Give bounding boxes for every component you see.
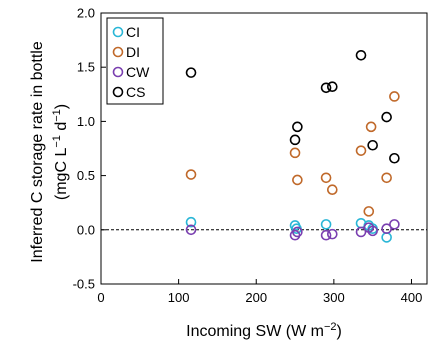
legend-marker-cs [112,86,124,98]
x-tick-label-400: 400 [401,290,423,305]
legend-label-di: DI [126,44,140,60]
x-tick-label-100: 100 [168,290,190,305]
y-tick-label-0: 0.0 [77,222,95,237]
point-di-9 [389,91,400,102]
point-cs-2 [292,121,303,133]
y-axis-title: Inferred C storage rate in bottle (mgC L… [29,41,70,263]
legend-label-ci: CI [126,24,140,40]
point-cs-1 [289,134,301,146]
point-ci-7 [381,232,392,243]
x-axis-title: Incoming SW (W m−2) [186,321,342,340]
point-di-5 [355,145,367,156]
series-cs [185,49,400,164]
point-cs-5 [355,49,367,61]
series-di [185,91,400,217]
y-tick-label--0.5: -0.5 [73,277,95,292]
point-di-2 [292,174,303,186]
point-ci-0 [185,216,197,228]
legend-marker-ci [112,26,124,38]
x-tick-label-200: 200 [245,290,267,305]
point-di-6 [365,121,377,133]
legend-marker-di [112,46,124,58]
point-cs-3 [320,82,332,94]
point-di-1 [289,147,301,159]
point-di-0 [185,169,197,180]
point-cw-2 [292,226,303,238]
point-cs-4 [327,81,338,93]
point-cs-8 [389,152,400,164]
series-cw [185,219,400,241]
data-points [185,49,400,243]
point-ci-3 [320,219,332,230]
legend-marker-cw [112,66,124,78]
x-tick-label-0: 0 [97,290,104,305]
legend-label-cs: CS [126,84,145,100]
point-cs-6 [367,139,378,151]
y-tick-label-1.5: 1.5 [77,60,95,75]
y-axis-title-line2: (mgC L−1 d−1) [51,104,70,200]
point-di-3 [320,172,332,184]
point-cw-4 [327,228,338,240]
legend: CI DI CW CS [106,17,164,105]
legend-label-cw: CW [126,64,150,80]
y-axis-title-line1: Inferred C storage rate in bottle [29,41,46,263]
point-di-8 [381,172,392,184]
point-cs-7 [381,111,392,123]
point-di-4 [327,184,338,195]
point-cw-9 [389,219,400,230]
point-cw-0 [185,224,197,236]
point-cw-3 [320,229,332,241]
plot-frame [100,12,428,285]
point-cw-7 [367,225,378,237]
y-tick-label-2: 2.0 [77,6,95,21]
point-cw-5 [355,226,367,238]
axis-ticks: 0 100 200 300 400 -0.5 0.0 0.5 1.0 1.5 2.0 [73,6,423,306]
y-tick-label-0.5: 0.5 [77,168,95,183]
y-tick-label-1: 1.0 [77,114,95,129]
x-tick-label-300: 300 [323,290,345,305]
point-cs-0 [185,67,197,78]
point-di-7 [363,206,375,217]
legend-box [106,17,164,105]
point-cw-8 [381,223,392,235]
